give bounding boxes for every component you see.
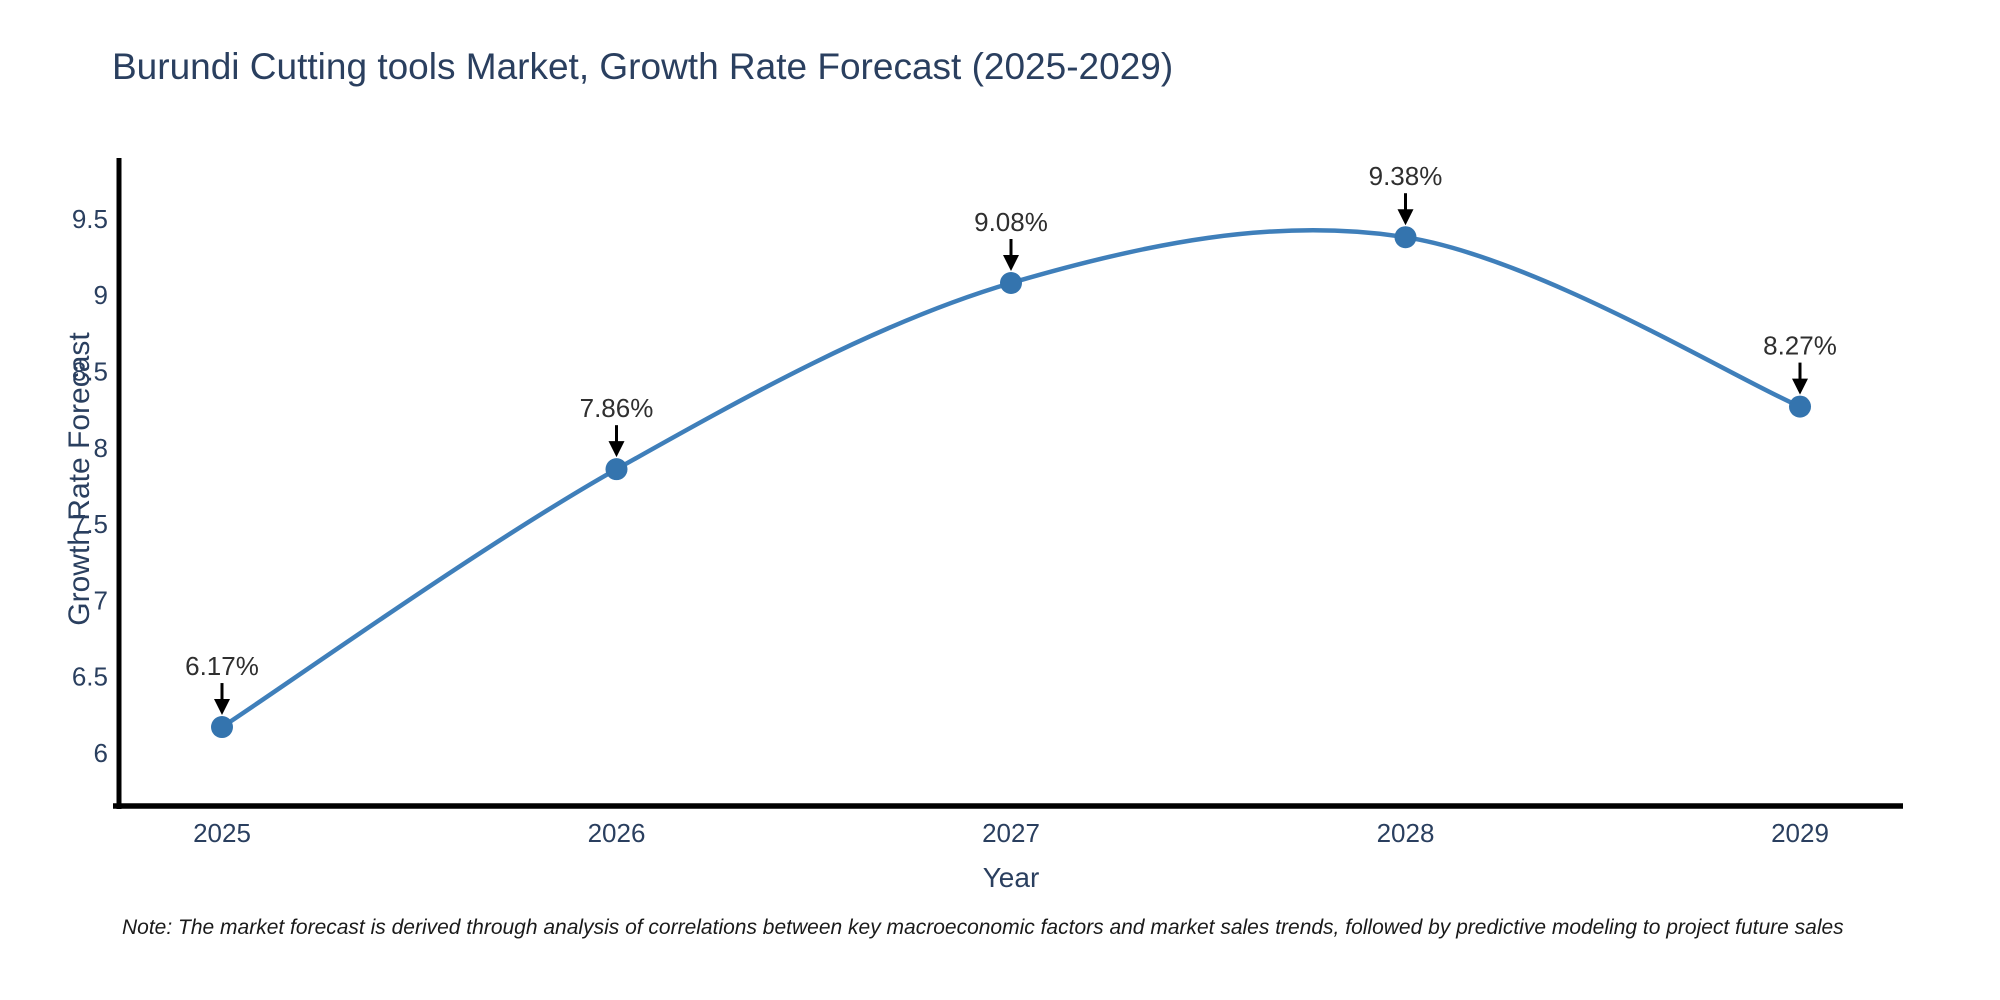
x-tick-label: 2028	[1377, 818, 1435, 848]
data-point-2029	[1789, 395, 1811, 418]
point-value-label: 8.27%	[1763, 331, 1837, 361]
x-axis-title: Year	[982, 862, 1040, 893]
y-tick-label: 6.5	[72, 662, 108, 692]
point-value-label: 9.08%	[974, 207, 1048, 237]
y-tick-label: 8	[94, 433, 108, 463]
y-tick-label: 7	[94, 585, 108, 615]
point-value-label: 6.17%	[185, 651, 259, 681]
data-point-2028	[1394, 226, 1417, 249]
trend-line	[219, 227, 1803, 730]
y-tick-label: 9.5	[72, 204, 108, 234]
point-value-label: 7.86%	[580, 393, 654, 423]
x-tick-label: 2027	[982, 818, 1040, 848]
annotation-arrow-head	[214, 699, 230, 716]
annotation-arrow-head	[1792, 378, 1808, 395]
y-tick-label: 7.5	[72, 509, 108, 539]
annotation-arrow-head	[1397, 209, 1414, 226]
chart-title: Burundi Cutting tools Market, Growth Rat…	[112, 46, 1174, 87]
data-point-2027	[1000, 271, 1022, 294]
x-tick-label: 2026	[588, 818, 646, 848]
y-tick-label: 6	[94, 738, 108, 768]
data-point-2026	[605, 458, 628, 481]
annotation-arrow-head	[608, 441, 625, 458]
x-tick-label: 2029	[1771, 818, 1829, 848]
footnote: Note: The market forecast is derived thr…	[122, 916, 1844, 939]
annotation-arrow-head	[1003, 254, 1019, 271]
x-tick-label: 2025	[193, 818, 251, 848]
y-tick-label: 9	[94, 280, 108, 310]
data-point-2025	[211, 716, 233, 739]
y-axis-title: Growth Rate Forecast	[63, 332, 96, 626]
point-value-label: 9.38%	[1369, 161, 1443, 191]
y-tick-label: 8.5	[72, 357, 108, 387]
